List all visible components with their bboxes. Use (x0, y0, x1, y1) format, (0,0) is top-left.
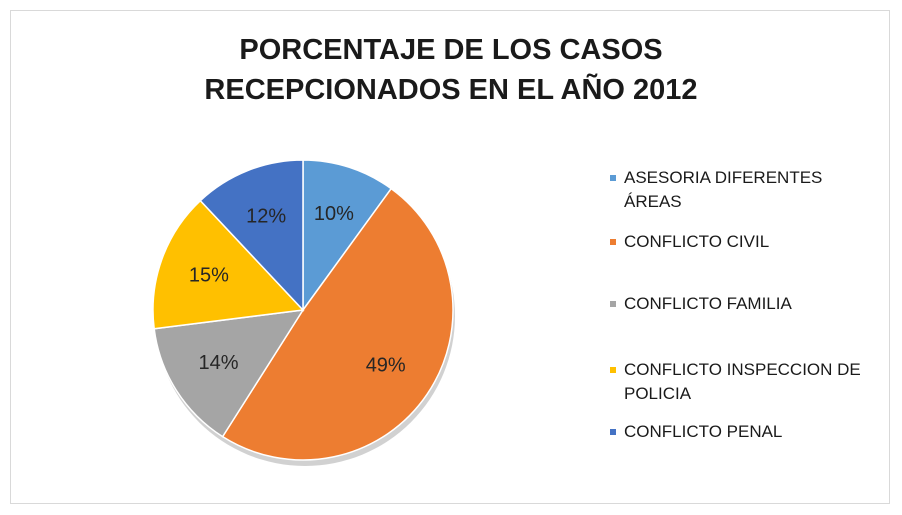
pie-slice (302, 159, 393, 313)
legend-label: ASESORIA DIFERENTES ÁREAS (624, 168, 823, 211)
legend-item: CONFLICTO PENAL (610, 420, 875, 444)
legend-swatch (610, 301, 616, 307)
legend-label: CONFLICTO CIVIL (624, 232, 770, 251)
legend-swatch (610, 429, 616, 435)
data-label: 12% (246, 205, 286, 227)
legend-item: ASESORIA DIFERENTES ÁREAS (610, 166, 875, 214)
data-label: 15% (189, 264, 229, 286)
legend-label: CONFLICTO PENAL (624, 422, 783, 441)
data-label: 10% (314, 203, 354, 225)
legend-swatch (610, 175, 616, 181)
pie-slice (153, 309, 305, 438)
pie-slice (221, 187, 454, 461)
data-label: 14% (199, 352, 239, 374)
data-label: 49% (366, 354, 406, 376)
legend-label: CONFLICTO FAMILIA (624, 294, 792, 313)
legend-item: CONFLICTO CIVIL (610, 230, 875, 254)
chart-title: PORCENTAJE DE LOS CASOS RECEPCIONADOS EN… (204, 34, 698, 106)
legend-item: CONFLICTO FAMILIA (610, 292, 875, 316)
legend-label: CONFLICTO INSPECCION DE POLICIA (624, 360, 861, 403)
chart-frame (10, 10, 890, 504)
pie-slice (199, 159, 304, 312)
legend-swatch (610, 367, 616, 373)
legend-swatch (610, 239, 616, 245)
legend-item: CONFLICTO INSPECCION DE POLICIA (610, 358, 875, 406)
pie-slice (152, 199, 305, 330)
